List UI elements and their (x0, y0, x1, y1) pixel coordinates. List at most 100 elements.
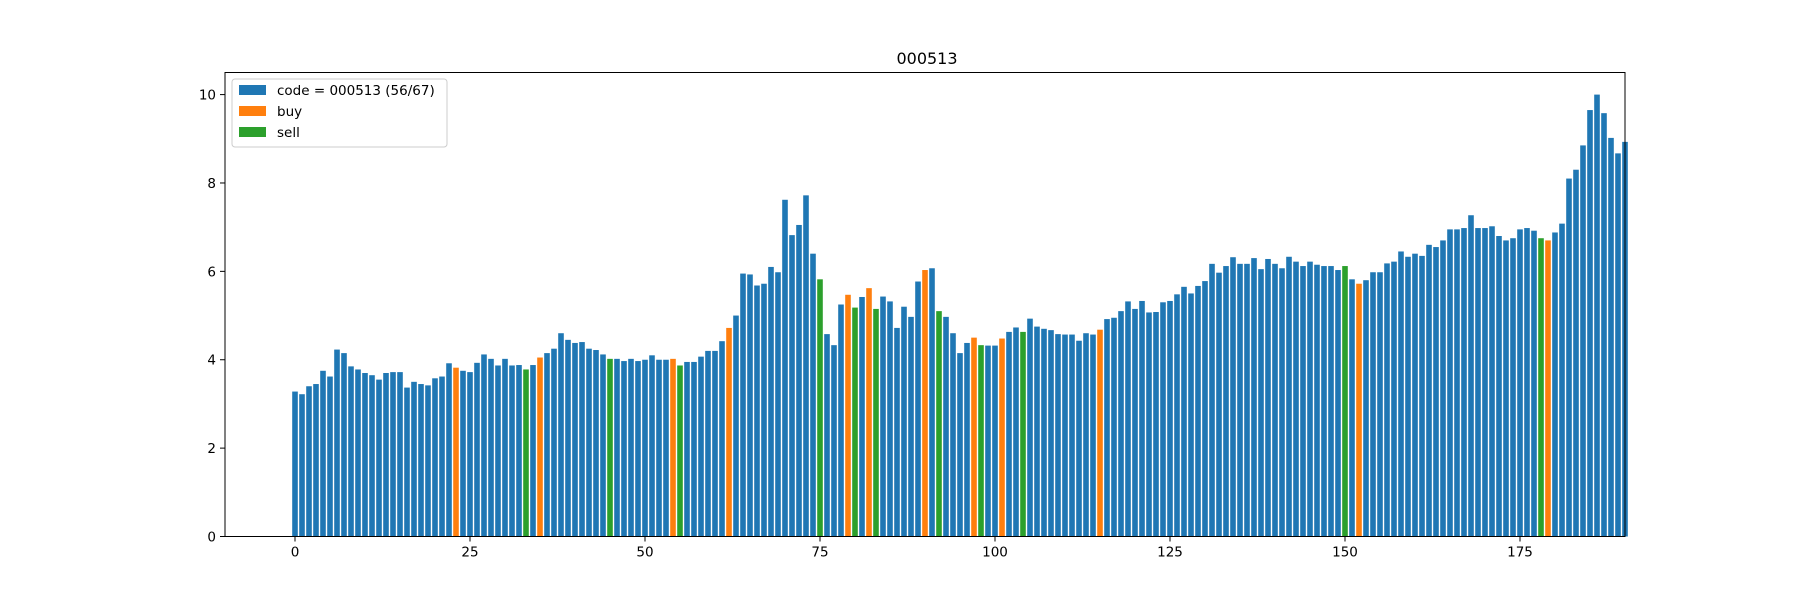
y-axis: 0 2 4 6 8 10 (199, 88, 225, 546)
bar-code (1454, 229, 1460, 537)
bar-code (1496, 236, 1502, 537)
bar-code (1090, 334, 1096, 537)
bar-code (754, 285, 760, 537)
bar-code (1524, 228, 1530, 537)
bar-code (1503, 240, 1509, 537)
bar-code (775, 272, 781, 537)
bar-code (593, 350, 599, 537)
bar-code (691, 361, 697, 537)
bar-code (432, 378, 438, 537)
bar-code (1552, 232, 1558, 537)
bar-code (1048, 330, 1054, 537)
bar-code (516, 365, 522, 537)
bar-code (600, 354, 606, 537)
bar-code (642, 359, 648, 537)
bar-sell (936, 311, 942, 537)
bar-code (1125, 301, 1131, 537)
bar-code (1293, 261, 1299, 537)
bar-code (747, 274, 753, 537)
bar-code (1139, 300, 1145, 537)
bar-buy (845, 294, 851, 537)
x-tick-label: 100 (982, 545, 1008, 561)
bar-buy (537, 357, 543, 537)
bar-buy (1097, 329, 1103, 537)
bar-code (1328, 266, 1334, 537)
bar-code (369, 375, 375, 537)
bar-code (950, 333, 956, 537)
chart-title: 000513 (896, 49, 957, 68)
bar-code (467, 372, 473, 537)
bar-sell (873, 308, 879, 537)
legend-label-code: code = 000513 (56/67) (277, 83, 435, 99)
bar-code (348, 366, 354, 537)
bar-buy (922, 270, 928, 537)
y-tick-label: 10 (199, 88, 216, 104)
bar-code (530, 365, 536, 537)
bar-code (1251, 258, 1257, 537)
bar-code (446, 363, 452, 537)
bar-code (292, 391, 298, 537)
bar-code (1426, 244, 1432, 537)
bar-code (1447, 229, 1453, 537)
bar-code (1559, 223, 1565, 537)
bar-code (1608, 137, 1614, 537)
bar-code (1006, 331, 1012, 537)
bar-code (355, 369, 361, 537)
bar-code (621, 361, 627, 537)
legend-label-buy: buy (277, 104, 302, 120)
legend-swatch-code (239, 85, 266, 95)
bar-code (1489, 226, 1495, 537)
bar-code (502, 358, 508, 537)
bar-code (838, 304, 844, 537)
bar-code (586, 348, 592, 537)
bar-code (306, 386, 312, 537)
bar-code (1412, 253, 1418, 537)
plot-frame (224, 72, 1626, 537)
bar-code (782, 199, 788, 537)
bar-code (1069, 334, 1075, 537)
bar-code (1223, 266, 1229, 537)
x-tick-label: 150 (1332, 545, 1358, 561)
bar-code (1104, 319, 1110, 537)
bar-code (1258, 269, 1264, 537)
bar-code (1286, 256, 1292, 537)
x-tick-label: 25 (461, 545, 478, 561)
bar-code (1230, 257, 1236, 537)
bar-code (880, 296, 886, 537)
x-tick-label: 0 (291, 545, 300, 561)
bar-buy (999, 338, 1005, 537)
bar-code (915, 281, 921, 537)
bar-code (1195, 285, 1201, 537)
bar-code (1615, 153, 1621, 537)
bar-code (481, 354, 487, 537)
bar-code (551, 348, 557, 537)
bar-code (1272, 263, 1278, 537)
bar-code (1202, 281, 1208, 537)
bar-code (684, 361, 690, 537)
bar-code (1083, 333, 1089, 537)
bar-code (579, 342, 585, 537)
bar-code (1237, 263, 1243, 537)
bar-code (663, 359, 669, 537)
bar-code (740, 273, 746, 537)
bar-sell (607, 358, 613, 537)
bar-code (1153, 312, 1159, 537)
bar-code (831, 345, 837, 537)
bar-code (1111, 317, 1117, 537)
bar-code (614, 358, 620, 537)
bar-code (957, 353, 963, 537)
bar-code (628, 358, 634, 537)
bar-buy (726, 327, 732, 537)
bar-code (649, 355, 655, 537)
bar-code (1468, 215, 1474, 537)
y-tick-label: 6 (207, 264, 216, 280)
bar-code (1307, 261, 1313, 537)
bar-code (411, 381, 417, 537)
bar-code (1601, 113, 1607, 537)
bar-buy (866, 288, 872, 537)
bar-code (1370, 272, 1376, 537)
legend-box (231, 78, 448, 148)
bar-code (803, 195, 809, 537)
bar-code (1279, 268, 1285, 537)
